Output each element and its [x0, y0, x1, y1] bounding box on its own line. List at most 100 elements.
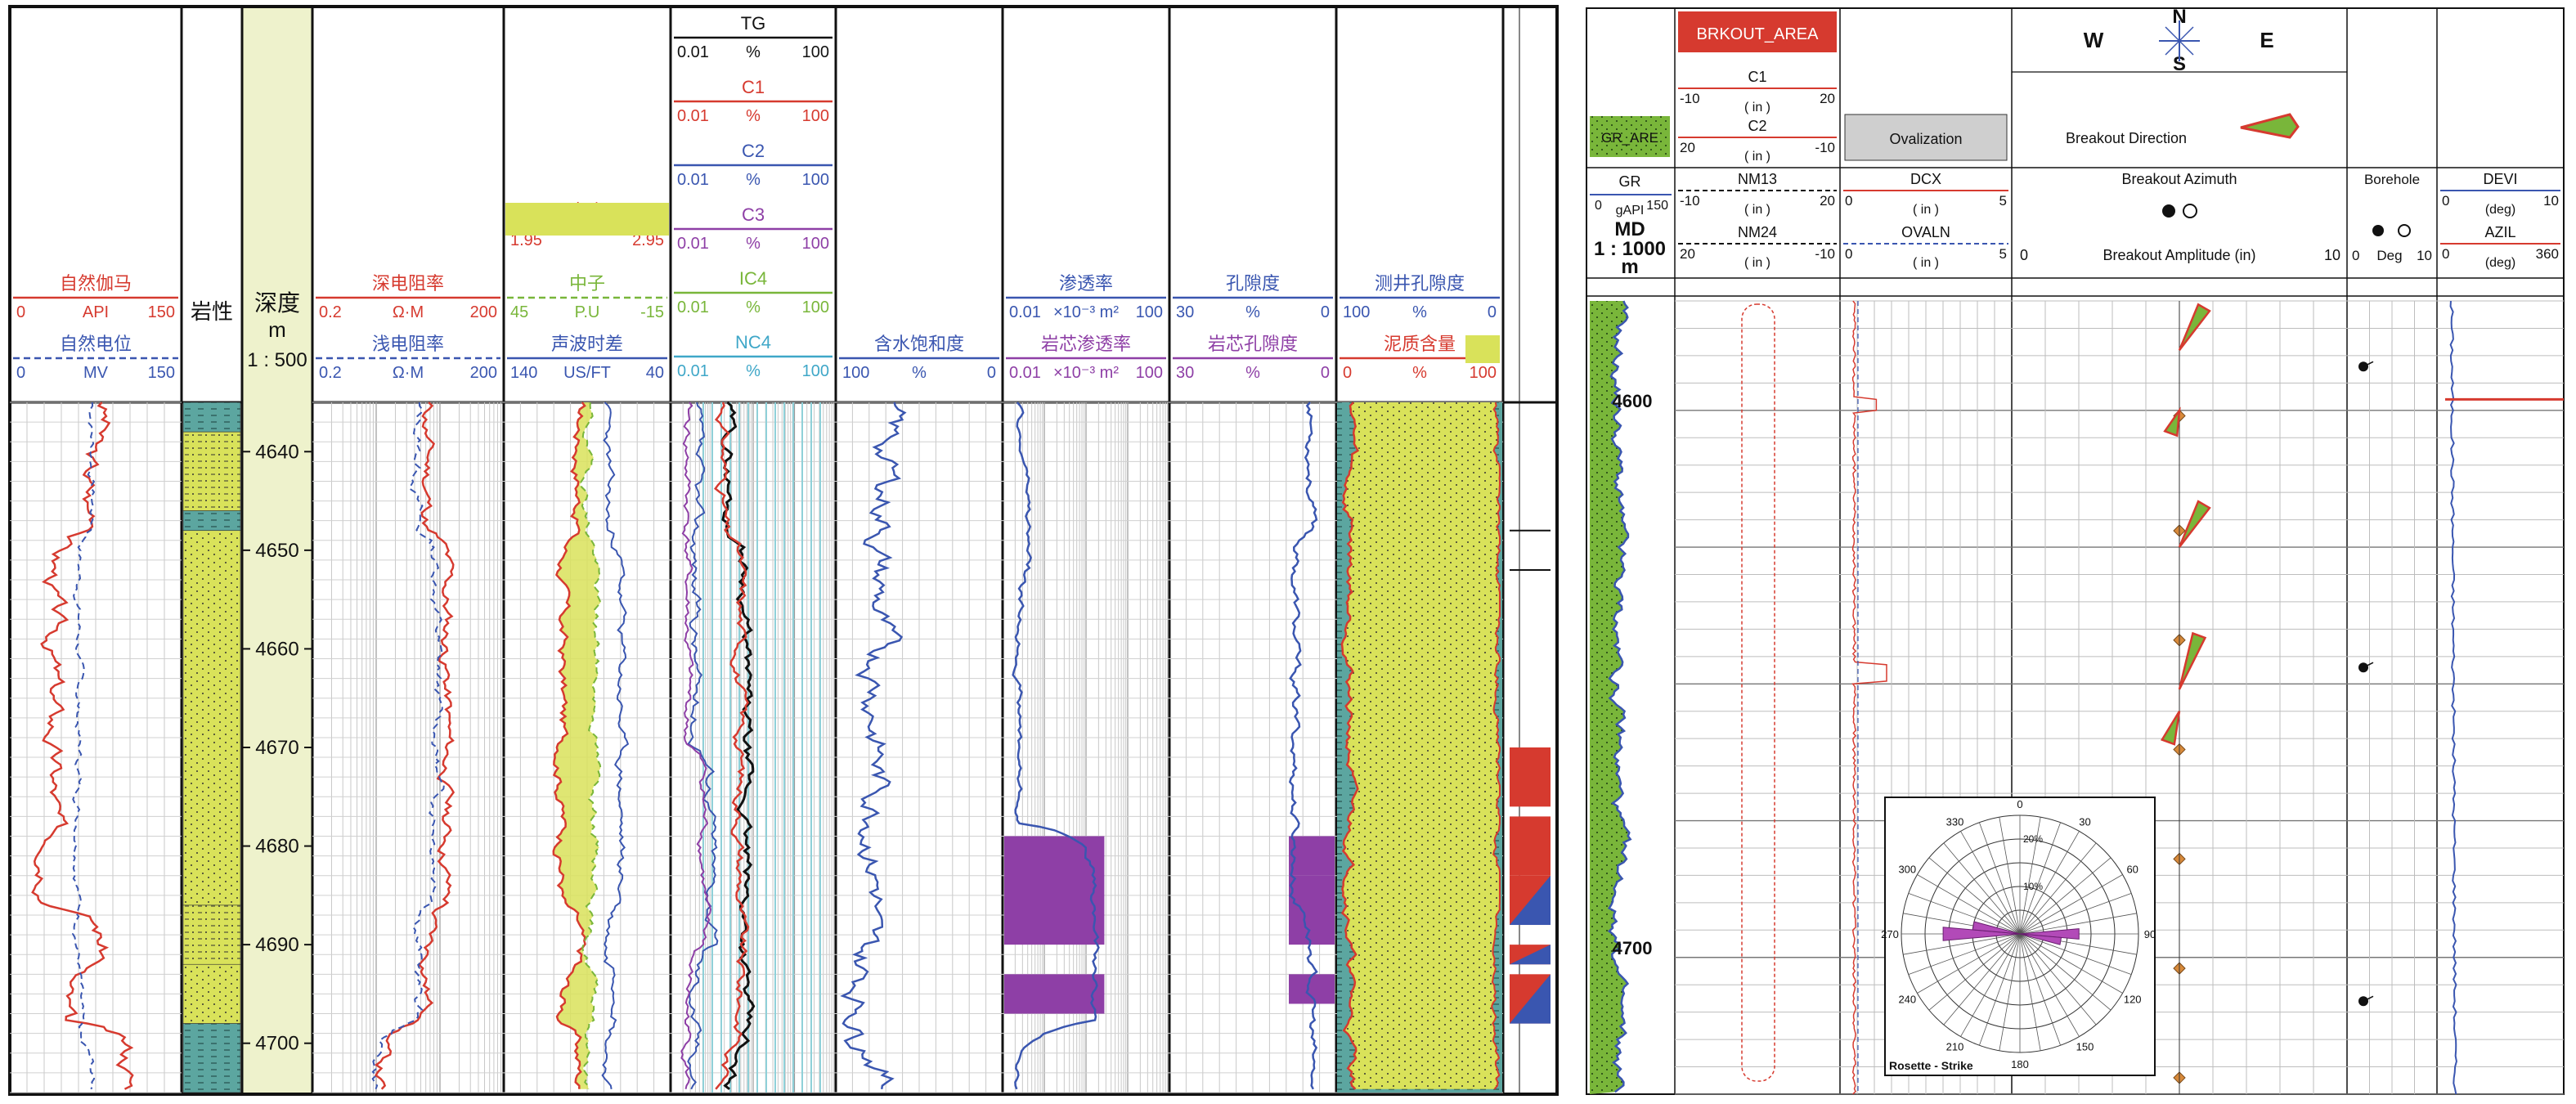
rosette-angle-label: 270: [1881, 928, 1899, 940]
rosette-angle-label: 330: [1946, 815, 1964, 828]
borehole-open-dot-icon: [2398, 224, 2411, 237]
core-porosity-fill: [1289, 974, 1335, 1004]
gr-curve: [31, 402, 134, 1090]
gr-curve: [1607, 300, 1632, 1093]
scale-min: 30: [1176, 364, 1194, 382]
scale-unit: ( in ): [1744, 101, 1770, 114]
rosette-spoke: [2019, 857, 2112, 935]
rosette-spoke: [1903, 933, 2021, 955]
rosette-ring-label: 20%: [2023, 833, 2043, 845]
curve-name: C3: [742, 204, 765, 225]
curve-name: C1: [1748, 69, 1766, 85]
rosette-spoke: [1979, 822, 2021, 935]
lithology-mudstone: [182, 510, 241, 532]
rosette-angle-label: 60: [2126, 864, 2138, 876]
compass-north: N: [2172, 6, 2186, 28]
scale-unit: ( in ): [1913, 256, 1939, 270]
scale-unit: ×10⁻³ m²: [1053, 364, 1119, 382]
scale-min: 20: [1680, 140, 1695, 155]
sonic-curve: [601, 402, 630, 1089]
scale-min: 0: [16, 364, 25, 382]
scale-unit: %: [746, 171, 761, 189]
scale-min: 30: [1176, 303, 1194, 321]
depth-title: 深度: [254, 290, 300, 316]
open-dot-icon: [2183, 204, 2197, 218]
rosette-angle-label: 0: [2017, 798, 2022, 810]
curve-name: 自然伽马: [60, 273, 132, 294]
depth-tick-label: 4700: [1613, 938, 1653, 958]
depth-tick-label: 4690: [255, 934, 298, 956]
md-label: MD: [1614, 218, 1645, 240]
scale-min: -10: [1680, 193, 1700, 209]
rosette-spoke: [2019, 933, 2097, 1025]
c3-curve: [680, 402, 712, 1090]
c2-curve: [687, 402, 719, 1090]
lithology-title: 岩性: [191, 299, 233, 324]
curve-name: 泥质含量: [1384, 334, 1456, 354]
gr-area-label: GR_ARE: [1601, 130, 1658, 146]
breakout-petal: [2178, 631, 2207, 690]
rosette-spoke: [1999, 817, 2021, 935]
scale-max: 100: [1136, 303, 1163, 321]
scale-max: 20: [1820, 193, 1835, 209]
rosette-spoke: [2019, 933, 2041, 1051]
curve-name: NM24: [1738, 224, 1777, 240]
dcx-curve: [1851, 300, 1887, 1095]
scale-max: -15: [640, 303, 664, 321]
rosette-spoke: [2019, 913, 2137, 935]
scale-min: 0: [1343, 364, 1352, 382]
breakout-petal: [2160, 711, 2181, 746]
curve-name: 岩芯渗透率: [1041, 334, 1131, 354]
scale-max: 0: [1321, 364, 1330, 382]
curve-name: 中子: [569, 273, 605, 294]
scale-unit: %: [912, 364, 927, 382]
density-fill-swatch: [505, 203, 669, 236]
scale-min: 1.95: [510, 231, 542, 249]
scale-unit: %: [1245, 303, 1260, 321]
dip-tail: [2363, 361, 2374, 367]
scale-min: 0: [1845, 246, 1852, 262]
rosette-spoke: [2019, 893, 2132, 935]
compass-west: W: [2084, 28, 2104, 52]
scale-max: 100: [1136, 364, 1163, 382]
rosette-spoke: [1960, 831, 2021, 935]
borehole-outline: [1741, 303, 1775, 1082]
scale-unit: (deg): [2485, 256, 2515, 270]
curve-name: DCX: [1910, 171, 1941, 187]
scale-unit: ( in ): [1744, 256, 1770, 270]
curve-name: TG: [741, 13, 766, 34]
interval-blue: [1510, 945, 1551, 965]
rosette-angle-label: 90: [2144, 928, 2156, 940]
rosette-spoke: [2019, 933, 2112, 1011]
rosette-spoke: [2019, 933, 2132, 975]
rosette-spoke: [1908, 933, 2021, 975]
gr-unit: gAPI: [1616, 204, 1645, 218]
scale-max: 200: [470, 364, 497, 382]
lithology-mudstone: [182, 402, 241, 433]
ovalization-label: Ovalization: [1889, 131, 1962, 147]
rosette-spoke: [1908, 893, 2021, 935]
depth-tick-label: 4650: [255, 540, 298, 562]
curve-name: C2: [1748, 118, 1766, 134]
compass-rose: [2165, 26, 2194, 56]
interval-blue: [1510, 974, 1551, 1024]
rosette-spoke: [1943, 842, 2021, 935]
rosette-spoke: [2019, 817, 2041, 935]
borehole-label: Borehole: [2364, 172, 2420, 187]
curve-name: 含水饱和度: [874, 334, 964, 354]
curve-name: NM13: [1738, 171, 1777, 187]
depth-tick-label: 4670: [255, 737, 298, 759]
scale-unit: %: [746, 235, 761, 253]
lithology-sandstone: [182, 963, 241, 1024]
c1-curve: [714, 402, 750, 1090]
gr-area-swatch: [1590, 116, 1670, 157]
rosette-spoke: [1917, 874, 2021, 935]
gr-name: GR: [1619, 173, 1641, 190]
curve-name: C2: [742, 141, 765, 161]
curve-name: 浅电阻率: [372, 334, 444, 354]
curve-name: C1: [742, 77, 765, 97]
breakout-azimuth-label: Breakout Azimuth: [2121, 171, 2237, 187]
shallow-resistivity-curve: [371, 402, 445, 1090]
rosette-angle-label: 240: [1898, 994, 1916, 1006]
density-curve: [552, 402, 586, 1089]
